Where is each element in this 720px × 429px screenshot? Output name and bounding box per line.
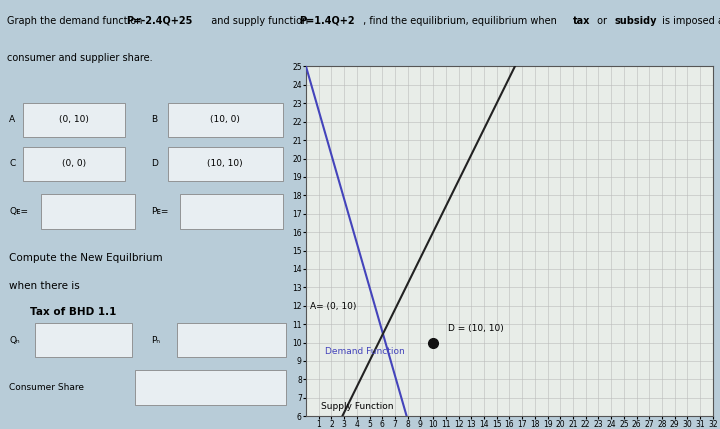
FancyBboxPatch shape	[180, 194, 283, 229]
Text: Qₙ: Qₙ	[9, 335, 19, 344]
Text: C: C	[9, 160, 15, 169]
Text: Compute the New Equilbrium: Compute the New Equilbrium	[9, 254, 163, 263]
Text: Pₙ: Pₙ	[151, 335, 160, 344]
FancyBboxPatch shape	[35, 323, 132, 357]
Text: Demand Function: Demand Function	[325, 347, 405, 356]
Text: (10, 10): (10, 10)	[207, 160, 243, 169]
FancyBboxPatch shape	[177, 323, 286, 357]
FancyBboxPatch shape	[135, 370, 286, 405]
FancyBboxPatch shape	[168, 147, 283, 181]
Text: D = (10, 10): D = (10, 10)	[449, 324, 504, 333]
Text: Graph the demand function: Graph the demand function	[7, 15, 146, 26]
Text: B: B	[151, 115, 158, 124]
Text: D: D	[151, 160, 158, 169]
Text: (0, 10): (0, 10)	[59, 115, 89, 124]
Text: tax: tax	[572, 15, 590, 26]
Text: (10, 0): (10, 0)	[210, 115, 240, 124]
Text: and supply function: and supply function	[205, 15, 312, 26]
Text: or: or	[594, 15, 610, 26]
Text: A: A	[9, 115, 15, 124]
FancyBboxPatch shape	[22, 147, 125, 181]
FancyBboxPatch shape	[22, 103, 125, 137]
Text: P=1.4Q+2: P=1.4Q+2	[299, 15, 354, 26]
Text: consumer and supplier share.: consumer and supplier share.	[7, 53, 153, 63]
Text: Pᴇ=: Pᴇ=	[151, 207, 168, 216]
Text: Tax of BHD 1.1: Tax of BHD 1.1	[30, 307, 117, 317]
Text: is imposed and the: is imposed and the	[659, 15, 720, 26]
FancyBboxPatch shape	[168, 103, 283, 137]
Text: subsidy: subsidy	[614, 15, 657, 26]
Text: (0, 0): (0, 0)	[62, 160, 86, 169]
Text: when there is: when there is	[9, 281, 80, 291]
Text: P=-2.4Q+25: P=-2.4Q+25	[126, 15, 192, 26]
Text: Qᴇ=: Qᴇ=	[9, 207, 28, 216]
FancyBboxPatch shape	[41, 194, 135, 229]
Text: Consumer Share: Consumer Share	[9, 383, 84, 392]
Text: , find the equilibrium, equilibrium when: , find the equilibrium, equilibrium when	[360, 15, 560, 26]
Text: Supply Function: Supply Function	[321, 402, 394, 411]
Text: A= (0, 10): A= (0, 10)	[310, 302, 356, 311]
